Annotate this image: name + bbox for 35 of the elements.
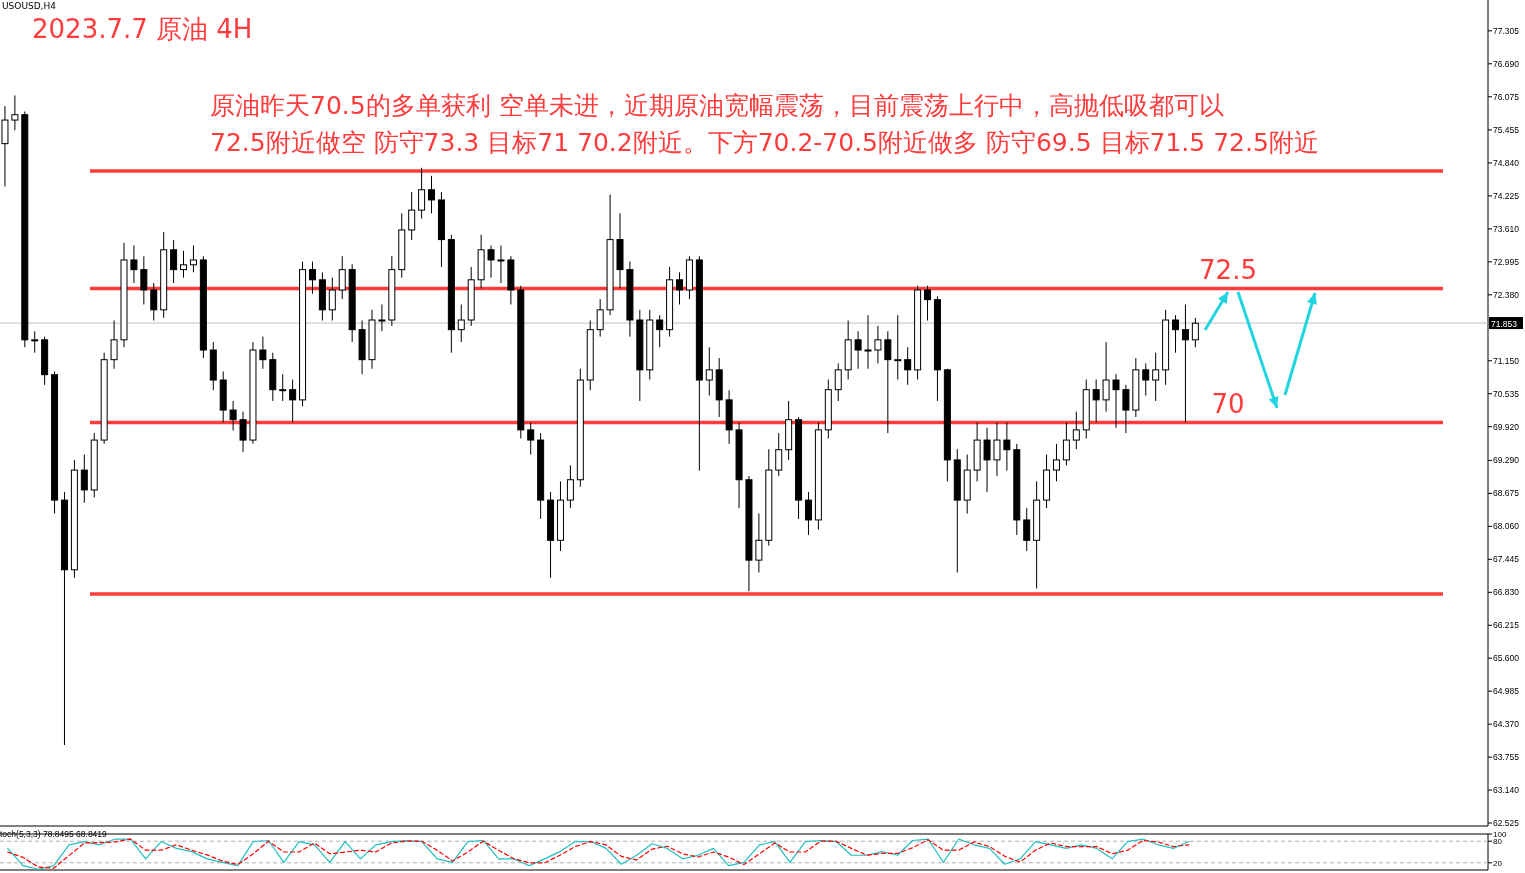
y-tick-label: 68.060 (1493, 521, 1520, 532)
y-tick-label: 69.920 (1493, 421, 1520, 432)
y-tick-label: 76.690 (1493, 58, 1520, 69)
y-tick-label: 74.225 (1493, 190, 1520, 201)
y-tick-label: 76.075 (1493, 91, 1520, 102)
y-tick-label: 70.535 (1493, 388, 1520, 399)
y-tick-label: 62.525 (1493, 818, 1520, 829)
y-tick-label: 73.610 (1493, 223, 1520, 234)
y-tick-label: 72.380 (1493, 289, 1520, 300)
chart-title: toch(5,3,3) 78.8495 68.8419 (0, 829, 108, 839)
y-tick-label: 72.995 (1493, 256, 1520, 267)
ref-line-label: 72.5 (1199, 255, 1257, 286)
y-tick-label: 80 (1493, 837, 1503, 846)
y-tick-label: 63.755 (1493, 752, 1520, 763)
y-tick-label: 69.290 (1493, 455, 1520, 466)
y-tick-label: 65.600 (1493, 653, 1520, 664)
text: 2023.7.7 原油 4H (32, 14, 253, 44)
y-tick-label: 63.140 (1493, 785, 1520, 796)
y-tick-label: 67.445 (1493, 554, 1520, 565)
y-tick-label: 68.675 (1493, 488, 1520, 499)
y-tick-label: 64.985 (1493, 686, 1520, 697)
y-tick-label: 20 (1493, 858, 1503, 868)
y-tick-label: 66.830 (1493, 587, 1520, 598)
annotation: USOUSD,H4 (2, 1, 57, 11)
y-tick-label: 77.305 (1493, 25, 1520, 36)
ref-line-label: 70 (1211, 389, 1245, 420)
y-tick-label: 71.150 (1493, 355, 1520, 366)
annotation: 原油昨天70.5的多单获利 空单未进，近期原油宽幅震荡，目前震荡上行中，高抛低吸都可以 (210, 91, 1224, 120)
y-tick-label: 74.840 (1493, 157, 1520, 168)
y-tick-label: 64.370 (1493, 719, 1520, 730)
y-tick-label: 66.215 (1493, 620, 1520, 631)
annotation: 72.5附近做空 防守73.3 目标71 70.2附近。下方70.2-70.5附近做多 防守69.5 目标71.5 72.5附近 (210, 128, 1319, 157)
y-tick-label: 100 (1493, 829, 1507, 839)
ref-line-label: 71.853 (1491, 318, 1518, 329)
y-tick-label: 75.455 (1493, 124, 1520, 135)
